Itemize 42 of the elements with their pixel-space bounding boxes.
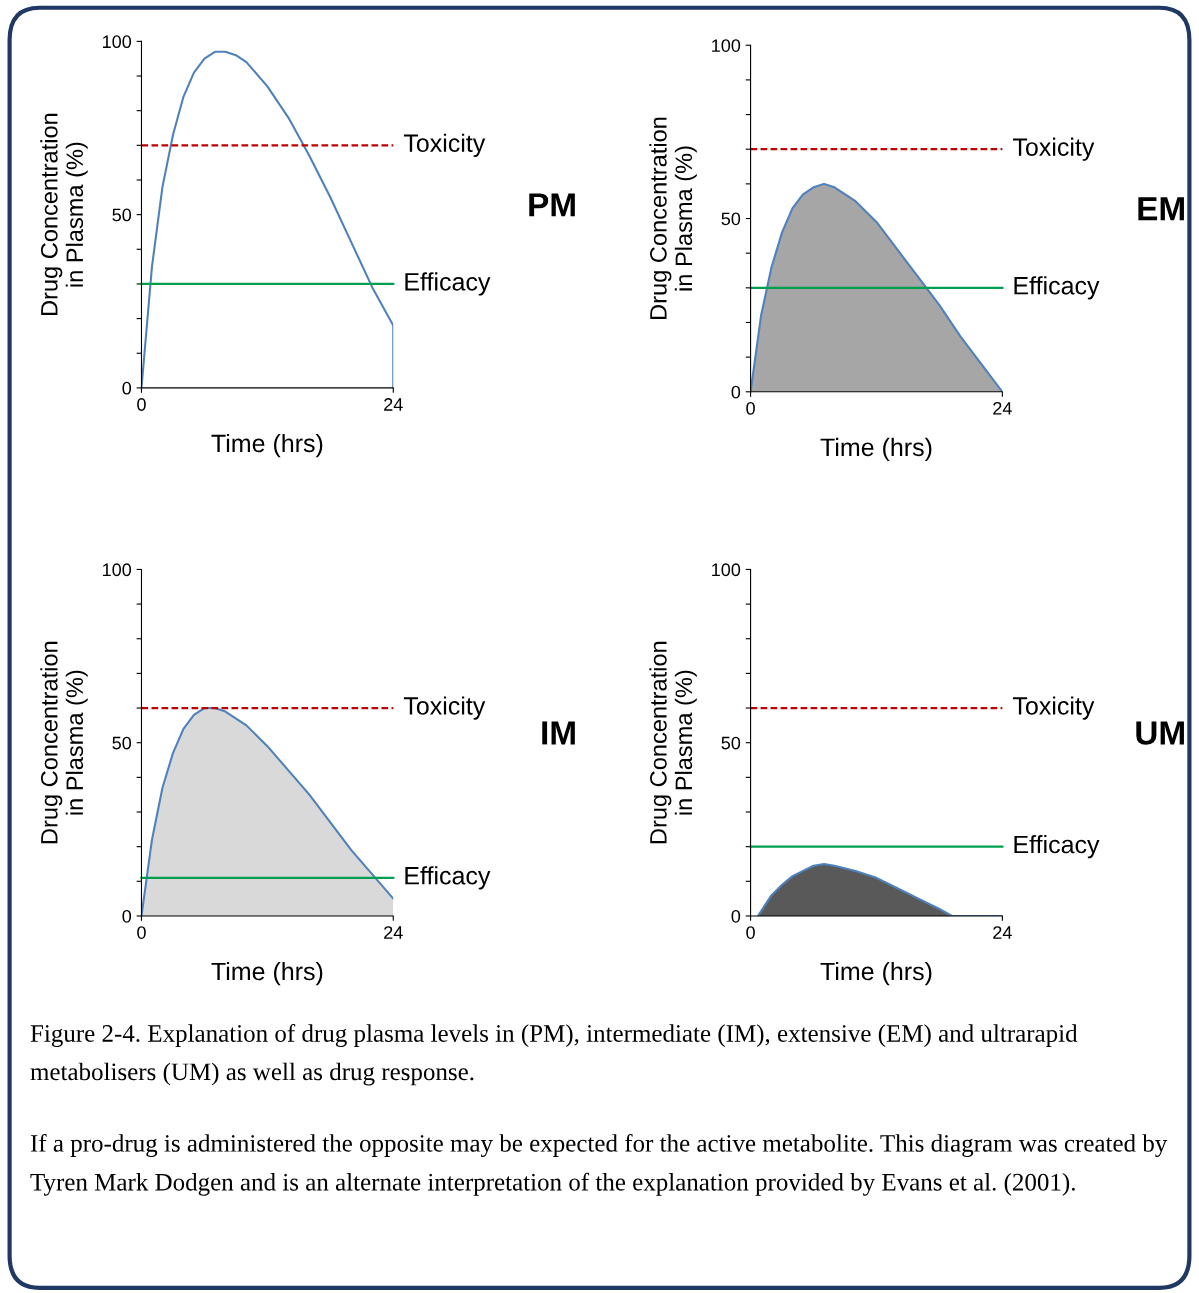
ref-line-label: Efficacy	[1014, 835, 1100, 859]
y-tick-label: 50	[721, 212, 741, 226]
y-tick-label: 0	[122, 909, 132, 923]
x-tick-label: 0	[746, 926, 755, 939]
y-tick-label: 0	[122, 381, 132, 395]
text: IM	[542, 721, 575, 745]
y-tick-label: 50	[112, 208, 132, 222]
ref-line-label: Toxicity	[1013, 137, 1095, 161]
y-axis-title: Drug Concentration in Plasma (%)	[649, 641, 697, 844]
y-tick-label: 0	[731, 909, 741, 923]
x-tick-label: 0	[137, 398, 146, 411]
y-tick-label: 100	[103, 35, 132, 49]
y-axis-title: Drug Concentration in Plasma (%)	[40, 641, 88, 844]
x-tick-label: 0	[746, 401, 755, 415]
ref-line-label: Toxicity	[403, 133, 486, 157]
x-axis-title: Time (hrs)	[211, 961, 323, 986]
text: UM	[1136, 721, 1184, 745]
y-tick-label: 0	[731, 385, 741, 399]
x-axis-title: Time (hrs)	[211, 433, 323, 458]
ref-line-label: Efficacy	[405, 272, 491, 296]
y-tick-label: 50	[112, 736, 132, 750]
y-axis-title: Drug Concentration in Plasma (%)	[649, 117, 697, 319]
text: EM	[1138, 197, 1184, 221]
x-tick-label: 24	[384, 398, 403, 411]
y-tick-label: 100	[712, 563, 741, 577]
caption: Figure 2-4. Explanation of drug plasma levels in (PM), intermediate (IM), extensive (EM) and ultrarapid metabolisers (UM) as well as drug response.	[30, 1024, 1078, 1086]
y-tick-label: 50	[721, 736, 741, 750]
ref-line-label: Toxicity	[403, 696, 486, 720]
ref-line-label: Efficacy	[405, 866, 491, 890]
y-axis-title: Drug Concentration in Plasma (%)	[40, 113, 88, 316]
x-tick-label: 24	[384, 926, 403, 939]
text: PM	[529, 193, 575, 217]
ref-line-label: Efficacy	[1014, 276, 1100, 300]
x-tick-label: 24	[993, 926, 1012, 939]
text: If a pro-drug is administered the opposite may be expected for the active metabolite. This diagram was created by Tyren Mark Dodgen and is an alternate interpretation of the explanation provided by Evans et al. (2001).	[30, 1133, 1168, 1196]
ref-line-label: Toxicity	[1013, 696, 1095, 720]
x-tick-label: 24	[993, 401, 1012, 415]
x-axis-title: Time (hrs)	[820, 437, 932, 462]
x-tick-label: 0	[137, 926, 146, 939]
x-axis-title: Time (hrs)	[820, 961, 932, 986]
y-tick-label: 100	[712, 39, 741, 52]
y-tick-label: 100	[103, 563, 132, 577]
